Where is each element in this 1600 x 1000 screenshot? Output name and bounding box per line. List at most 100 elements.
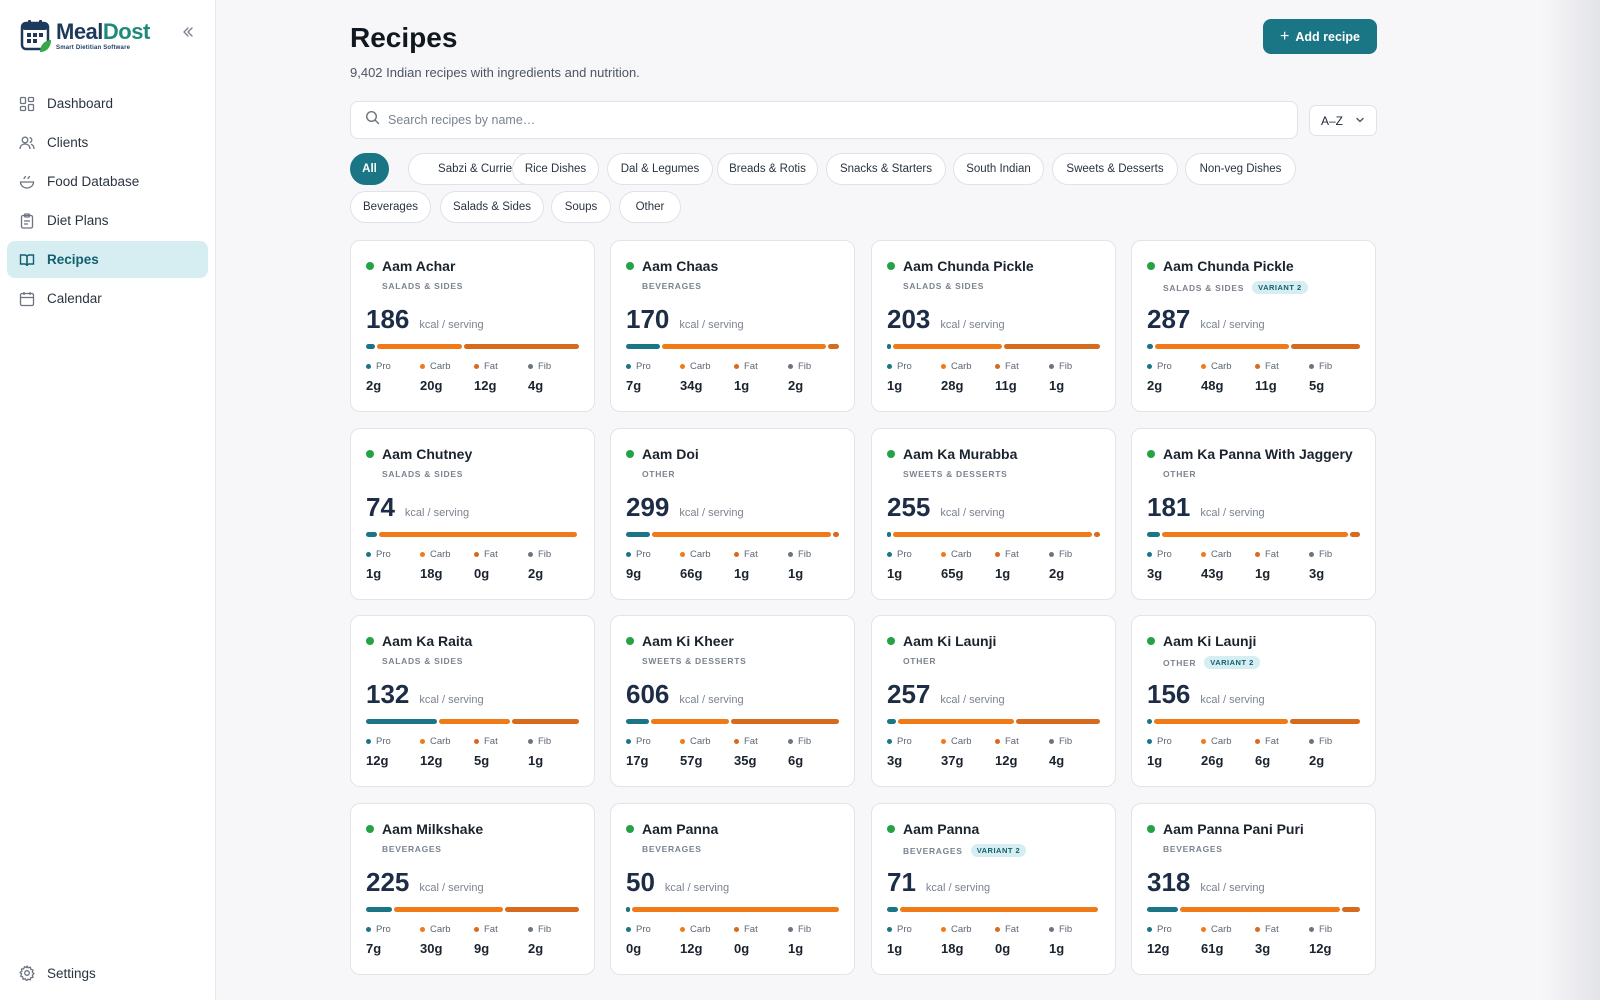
macro-label: Fib bbox=[798, 361, 812, 372]
recipe-card[interactable]: Aam Ki Launji OTHER 257 kcal / serving Pro 3g… bbox=[871, 615, 1116, 787]
macro-value: 61g bbox=[1201, 941, 1224, 956]
macro-dot-icon bbox=[995, 364, 1000, 369]
category-chip[interactable]: Breads & Rotis bbox=[717, 153, 818, 185]
macro-dot-icon bbox=[788, 739, 793, 744]
macro-carb: Carb 18g bbox=[420, 549, 475, 581]
macro-fib: Fib 5g bbox=[1309, 361, 1364, 393]
macro-dot-icon bbox=[1255, 739, 1260, 744]
macro-dot-icon bbox=[788, 364, 793, 369]
recipe-card[interactable]: Aam Panna BEVERAGES VARIANT 2 71 kcal / serv… bbox=[871, 803, 1116, 975]
recipe-card[interactable]: Aam Chutney SALADS & SIDES 74 kcal / servin… bbox=[350, 428, 595, 600]
macro-dot-icon bbox=[887, 739, 892, 744]
macro-label: Fat bbox=[1005, 736, 1019, 747]
macro-label: Fat bbox=[744, 736, 758, 747]
variant-badge: VARIANT 2 bbox=[1204, 656, 1260, 669]
veg-indicator-icon bbox=[626, 262, 634, 270]
macro-dot-icon bbox=[788, 927, 793, 932]
sidebar-item-dashboard[interactable]: Dashboard bbox=[7, 85, 208, 122]
search-input[interactable] bbox=[388, 113, 1268, 127]
macro-dot-icon bbox=[941, 552, 946, 557]
recipe-card[interactable]: Aam Ka Murabba SWEETS & DESSERTS 255 kcal /… bbox=[871, 428, 1116, 600]
category-chip[interactable]: Soups bbox=[551, 191, 611, 223]
sidebar-item-clients[interactable]: Clients bbox=[7, 124, 208, 161]
bowl-icon bbox=[19, 174, 35, 190]
macro-label: Fib bbox=[1059, 924, 1073, 935]
macro-label: Fat bbox=[1005, 361, 1019, 372]
macro-dot-icon bbox=[626, 552, 631, 557]
macro-label: Carb bbox=[951, 549, 972, 560]
carb-segment bbox=[900, 907, 1098, 912]
category-chip[interactable]: South Indian bbox=[953, 153, 1044, 185]
recipe-card[interactable]: Aam Ka Panna With Jaggery OTHER 181 kcal / … bbox=[1131, 428, 1376, 600]
category-chip[interactable]: Beverages bbox=[350, 191, 431, 223]
category-chip[interactable]: Non-veg Dishes bbox=[1185, 153, 1296, 185]
kcal-value: 318 bbox=[1147, 867, 1191, 897]
add-recipe-button[interactable]: + Add recipe bbox=[1263, 19, 1377, 54]
macro-fib: Fib 12g bbox=[1309, 924, 1364, 956]
recipe-card[interactable]: Aam Ka Raita SALADS & SIDES 132 kcal / serv… bbox=[350, 615, 595, 787]
recipe-category: SWEETS & DESSERTS bbox=[903, 469, 1008, 479]
kcal-value: 181 bbox=[1147, 492, 1191, 522]
macro-value: 3g bbox=[887, 753, 903, 768]
macro-value: 1g bbox=[1049, 378, 1065, 393]
macro-label: Pro bbox=[897, 924, 912, 935]
category-chip[interactable]: Rice Dishes bbox=[512, 153, 599, 185]
macro-pro: Pro 3g bbox=[887, 736, 942, 768]
category-chip[interactable]: Other bbox=[619, 191, 681, 223]
calendar-logo-icon bbox=[20, 18, 52, 54]
page-title: Recipes bbox=[350, 22, 458, 53]
recipe-card[interactable]: Aam Chaas BEVERAGES 170 kcal / serving Pro 7g… bbox=[610, 240, 855, 412]
recipe-card[interactable]: Aam Milkshake BEVERAGES 225 kcal / serving P… bbox=[350, 803, 595, 975]
macro-pro: Pro 17g bbox=[626, 736, 681, 768]
recipe-card[interactable]: Aam Doi OTHER 299 kcal / serving Pro 9g Carb 66… bbox=[610, 428, 855, 600]
macro-value: 48g bbox=[1201, 378, 1224, 393]
macro-dot-icon bbox=[1309, 364, 1314, 369]
recipe-name: Aam Panna bbox=[642, 821, 719, 837]
carb-segment bbox=[893, 532, 1093, 537]
macro-value: 1g bbox=[887, 378, 903, 393]
sidebar-item-settings[interactable]: Settings bbox=[7, 958, 208, 988]
recipe-card[interactable]: Aam Ki Kheer SWEETS & DESSERTS 606 kcal / s… bbox=[610, 615, 855, 787]
macro-pro: Pro 1g bbox=[887, 924, 942, 956]
macro-label: Fib bbox=[1319, 549, 1333, 560]
sidebar-item-food-database[interactable]: Food Database bbox=[7, 163, 208, 200]
recipe-card[interactable]: Aam Panna BEVERAGES 50 kcal / serving Pro 0g C… bbox=[610, 803, 855, 975]
recipe-name: Aam Chutney bbox=[382, 446, 473, 462]
protein-segment bbox=[1147, 344, 1153, 349]
category-chip[interactable]: All bbox=[350, 153, 389, 185]
chevron-down-icon bbox=[1354, 114, 1366, 129]
macro-label: Pro bbox=[1157, 924, 1172, 935]
macro-value: 0g bbox=[734, 941, 750, 956]
macro-value: 37g bbox=[941, 753, 964, 768]
kcal-value: 170 bbox=[626, 304, 670, 334]
collapse-sidebar-button[interactable] bbox=[178, 24, 198, 44]
category-chip[interactable]: Salads & Sides bbox=[440, 191, 544, 223]
sort-select[interactable]: A–Z bbox=[1309, 105, 1377, 136]
recipe-card[interactable]: Aam Panna Pani Puri BEVERAGES 318 kcal / se… bbox=[1131, 803, 1376, 975]
kcal-value: 287 bbox=[1147, 304, 1191, 334]
macro-value: 4g bbox=[528, 378, 544, 393]
add-recipe-label: Add recipe bbox=[1295, 29, 1360, 44]
recipe-card[interactable]: Aam Chunda Pickle SALADS & SIDES 203 kcal /… bbox=[871, 240, 1116, 412]
sidebar-item-diet-plans[interactable]: Diet Plans bbox=[7, 202, 208, 239]
veg-indicator-icon bbox=[366, 450, 374, 458]
category-chip[interactable]: Snacks & Starters bbox=[826, 153, 946, 185]
sidebar-item-recipes[interactable]: Recipes bbox=[7, 241, 208, 278]
macro-carb: Carb 18g bbox=[941, 924, 996, 956]
macro-value: 11g bbox=[995, 378, 1017, 393]
recipe-card[interactable]: Aam Chunda Pickle SALADS & SIDES VARIANT 2… bbox=[1131, 240, 1376, 412]
kcal-unit: kcal / serving bbox=[664, 882, 730, 894]
recipe-card[interactable]: Aam Achar SALADS & SIDES 186 kcal / serving… bbox=[350, 240, 595, 412]
kcal-unit: kcal / serving bbox=[419, 882, 484, 894]
category-chip[interactable]: Dal & Legumes bbox=[607, 153, 713, 185]
category-chip[interactable]: Sweets & Desserts bbox=[1052, 153, 1178, 185]
app-logo[interactable]: MealDost Smart Dietitian Software bbox=[20, 14, 150, 58]
sidebar-item-calendar[interactable]: Calendar bbox=[7, 280, 208, 317]
recipe-card[interactable]: Aam Ki Launji OTHER VARIANT 2 156 kcal / ser… bbox=[1131, 615, 1376, 787]
macro-pro: Pro 2g bbox=[1147, 361, 1202, 393]
macro-bar bbox=[887, 344, 1100, 349]
macro-bar bbox=[1147, 907, 1360, 912]
macro-bar bbox=[366, 719, 579, 724]
fat-segment bbox=[832, 532, 839, 537]
macro-dot-icon bbox=[420, 364, 425, 369]
